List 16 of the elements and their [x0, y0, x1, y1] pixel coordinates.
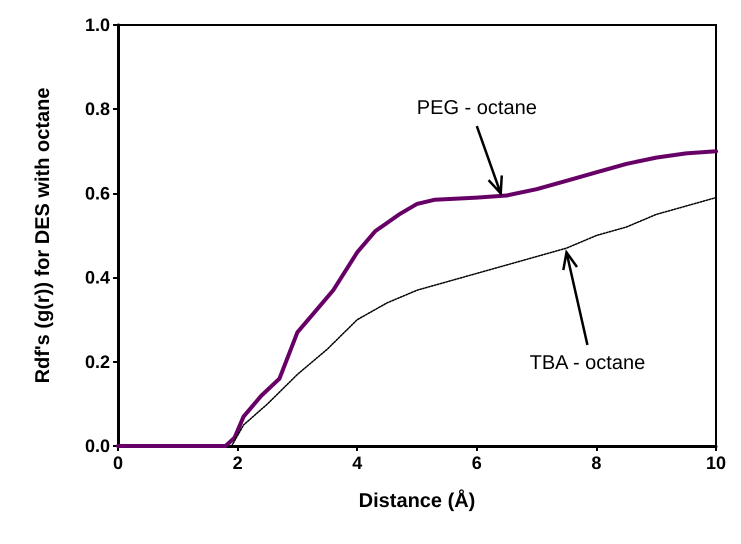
x-tick-label: 6 — [472, 453, 482, 473]
y-tick-label: 1.0 — [84, 15, 110, 35]
annotation: PEG - octane — [416, 97, 537, 120]
y-tick-label: 0.6 — [84, 183, 110, 204]
x-tick-label: 0 — [112, 453, 124, 473]
x-tick-label: 4 — [352, 453, 362, 473]
x-axis-title: Distance (Å) — [358, 489, 476, 512]
x-tick-label: 10 — [706, 453, 726, 473]
y-tick-label: 0.8 — [84, 99, 110, 120]
annotation: TBA - octane — [530, 352, 646, 374]
y-tick-label: 0.0 — [84, 436, 110, 456]
y-axis-title: Rdf's (g(r)) for DES with octane — [32, 88, 54, 384]
y-tick-label: 0.2 — [84, 352, 110, 372]
y-tick-label: 0.4 — [84, 268, 110, 288]
x-tick-label: 8 — [591, 453, 602, 473]
x-tick-label: 2 — [232, 453, 243, 473]
